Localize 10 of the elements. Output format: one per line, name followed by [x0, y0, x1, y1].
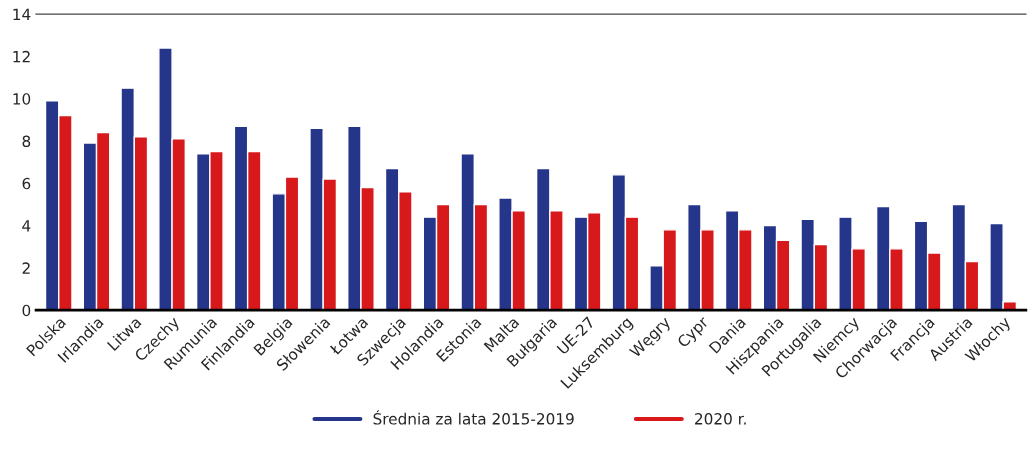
legend-label: Średnia za lata 2015-2019: [373, 410, 574, 425]
y-tick-label: 8: [22, 135, 31, 148]
legend-label: 2020 r.: [695, 413, 746, 425]
y-tick-label: 14: [13, 8, 31, 20]
y-tick-label: 12: [13, 50, 30, 63]
y-tick-label: 6: [22, 177, 31, 190]
y-tick-label: 0: [22, 304, 31, 317]
y-tick-label: 10: [13, 93, 31, 105]
y-tick-label: 2: [22, 262, 30, 274]
y-tick-label: 4: [22, 220, 31, 232]
